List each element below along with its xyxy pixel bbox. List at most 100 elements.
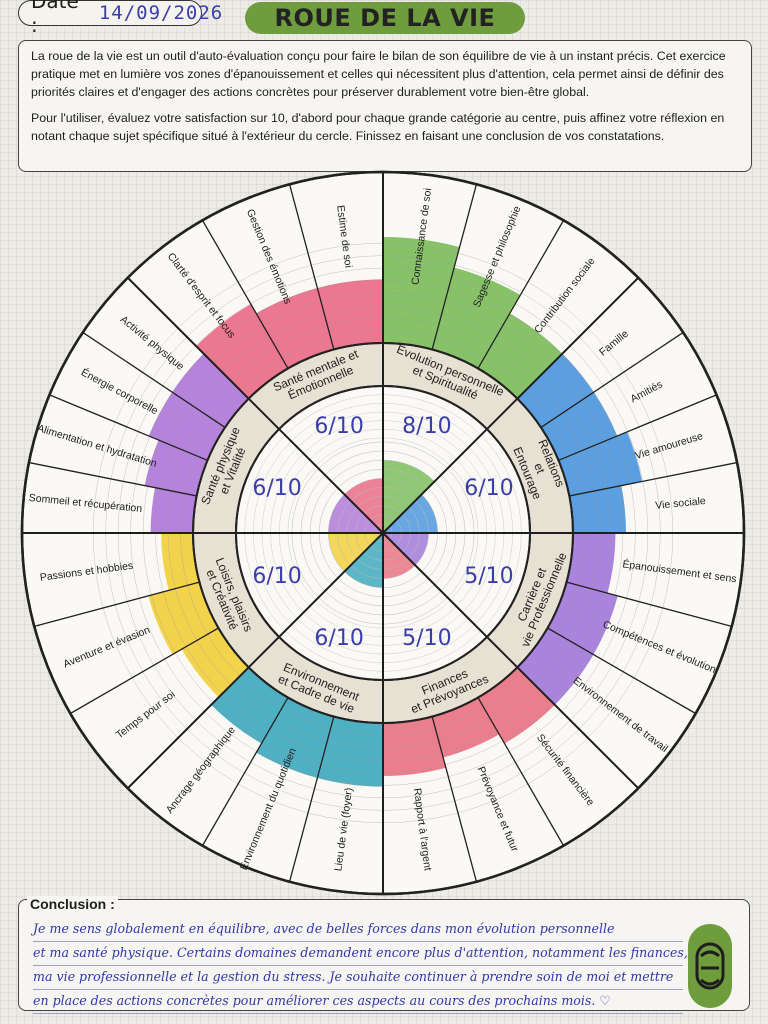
subtopic-fill (569, 485, 627, 533)
grid-arc (126, 601, 154, 666)
category-fill (383, 460, 435, 533)
date-field[interactable]: Date : 14/09/2026 (18, 0, 222, 37)
grid-arc (382, 420, 463, 454)
grid-arc (204, 711, 257, 752)
grid-arc (303, 420, 384, 454)
grid-arc (324, 450, 384, 476)
grid-arc (448, 288, 510, 315)
subtopic-divider (288, 184, 335, 350)
grid-arc (382, 606, 457, 638)
grid-arc (337, 500, 351, 534)
grid-arc (300, 532, 326, 592)
subtopic-label: Vie sociale (655, 495, 707, 512)
subtopic-divider (49, 394, 208, 461)
grid-arc (382, 788, 452, 799)
grid-arc (590, 595, 615, 654)
grid-arc (275, 718, 328, 741)
grid-arc (213, 325, 264, 364)
grid-arc (568, 588, 591, 641)
grid-arc (579, 591, 603, 647)
grid-arc (587, 327, 625, 373)
grid-arc (445, 740, 504, 765)
grid-arc (177, 737, 239, 785)
subtopic-divider (34, 581, 200, 628)
grid-arc (382, 450, 442, 476)
grid-arc (382, 292, 446, 302)
grid-arc (457, 783, 529, 814)
grid-arc (509, 314, 562, 355)
grid-arc (155, 532, 164, 592)
subtopic-fill (566, 533, 616, 594)
grid-arc (222, 693, 270, 731)
grid-arc (195, 720, 251, 763)
grid-arc (445, 301, 504, 326)
grid-arc (382, 487, 416, 501)
grid-arc (262, 740, 321, 765)
grid-arc (318, 597, 384, 625)
grid-arc (382, 441, 448, 469)
grid-arc (462, 532, 496, 613)
subtopic-divider (288, 716, 335, 882)
grid-arc (256, 288, 318, 315)
conclusion-line: en place des actions concrètes pour amél… (33, 990, 683, 1014)
date-value[interactable]: 14/09/2026 (98, 2, 224, 24)
category-fill (383, 533, 429, 566)
grid-arc (382, 812, 459, 824)
grid-arc (435, 708, 485, 729)
grid-arc (291, 624, 384, 663)
grid-arc (141, 327, 179, 373)
grid-arc (142, 532, 152, 596)
grid-arc (614, 532, 624, 596)
grid-arc (177, 281, 239, 329)
category-divider (382, 277, 639, 534)
grid-arc (114, 604, 144, 672)
grid-arc (350, 565, 384, 579)
grid-arc (480, 434, 522, 534)
grid-arc (626, 532, 636, 599)
grid-arc (278, 532, 310, 607)
grid-arc (320, 764, 384, 774)
grid-arc (590, 532, 599, 589)
grid-arc (357, 496, 384, 508)
grid-arc (204, 314, 257, 355)
grid-arc (357, 558, 384, 570)
grid-arc (287, 465, 316, 534)
grid-arc (151, 595, 176, 654)
grid-arc (314, 267, 384, 278)
grid-arc (244, 532, 286, 632)
grid-arc (534, 640, 570, 686)
grid-arc (275, 325, 328, 348)
grid-arc (222, 335, 270, 373)
conclusion-title: Conclusion : (27, 896, 118, 912)
grid-arc (382, 496, 409, 508)
grid-arc (451, 276, 516, 304)
grid-arc (297, 618, 384, 655)
grid-arc (650, 532, 661, 605)
grid-arc (447, 532, 475, 598)
subtopic-divider (569, 461, 738, 497)
grid-arc (496, 335, 544, 373)
category-divider (127, 277, 384, 534)
grid-arc (185, 646, 223, 694)
grid-arc (382, 558, 409, 570)
grid-arc (230, 684, 276, 720)
grid-arc (382, 411, 469, 448)
grid-arc (622, 604, 652, 672)
grid-arc (291, 468, 319, 534)
conclusion-text[interactable]: Je me sens globalement en équilibre, ave… (33, 918, 688, 1014)
grid-arc (578, 671, 624, 730)
grid-arc (281, 337, 331, 358)
ring-outline (192, 342, 574, 724)
grid-arc (253, 532, 292, 625)
grid-arc (382, 776, 449, 786)
grid-arc (382, 740, 439, 749)
category-divider (382, 532, 639, 789)
grid-arc (382, 394, 482, 436)
grid-arc (115, 371, 143, 423)
subtopic-divider (477, 697, 565, 846)
grid-arc (438, 325, 491, 348)
grid-arc (324, 590, 384, 616)
grid-arc (440, 532, 466, 592)
category-score: 6/10 (314, 626, 363, 651)
subtopic-fill (558, 431, 643, 496)
